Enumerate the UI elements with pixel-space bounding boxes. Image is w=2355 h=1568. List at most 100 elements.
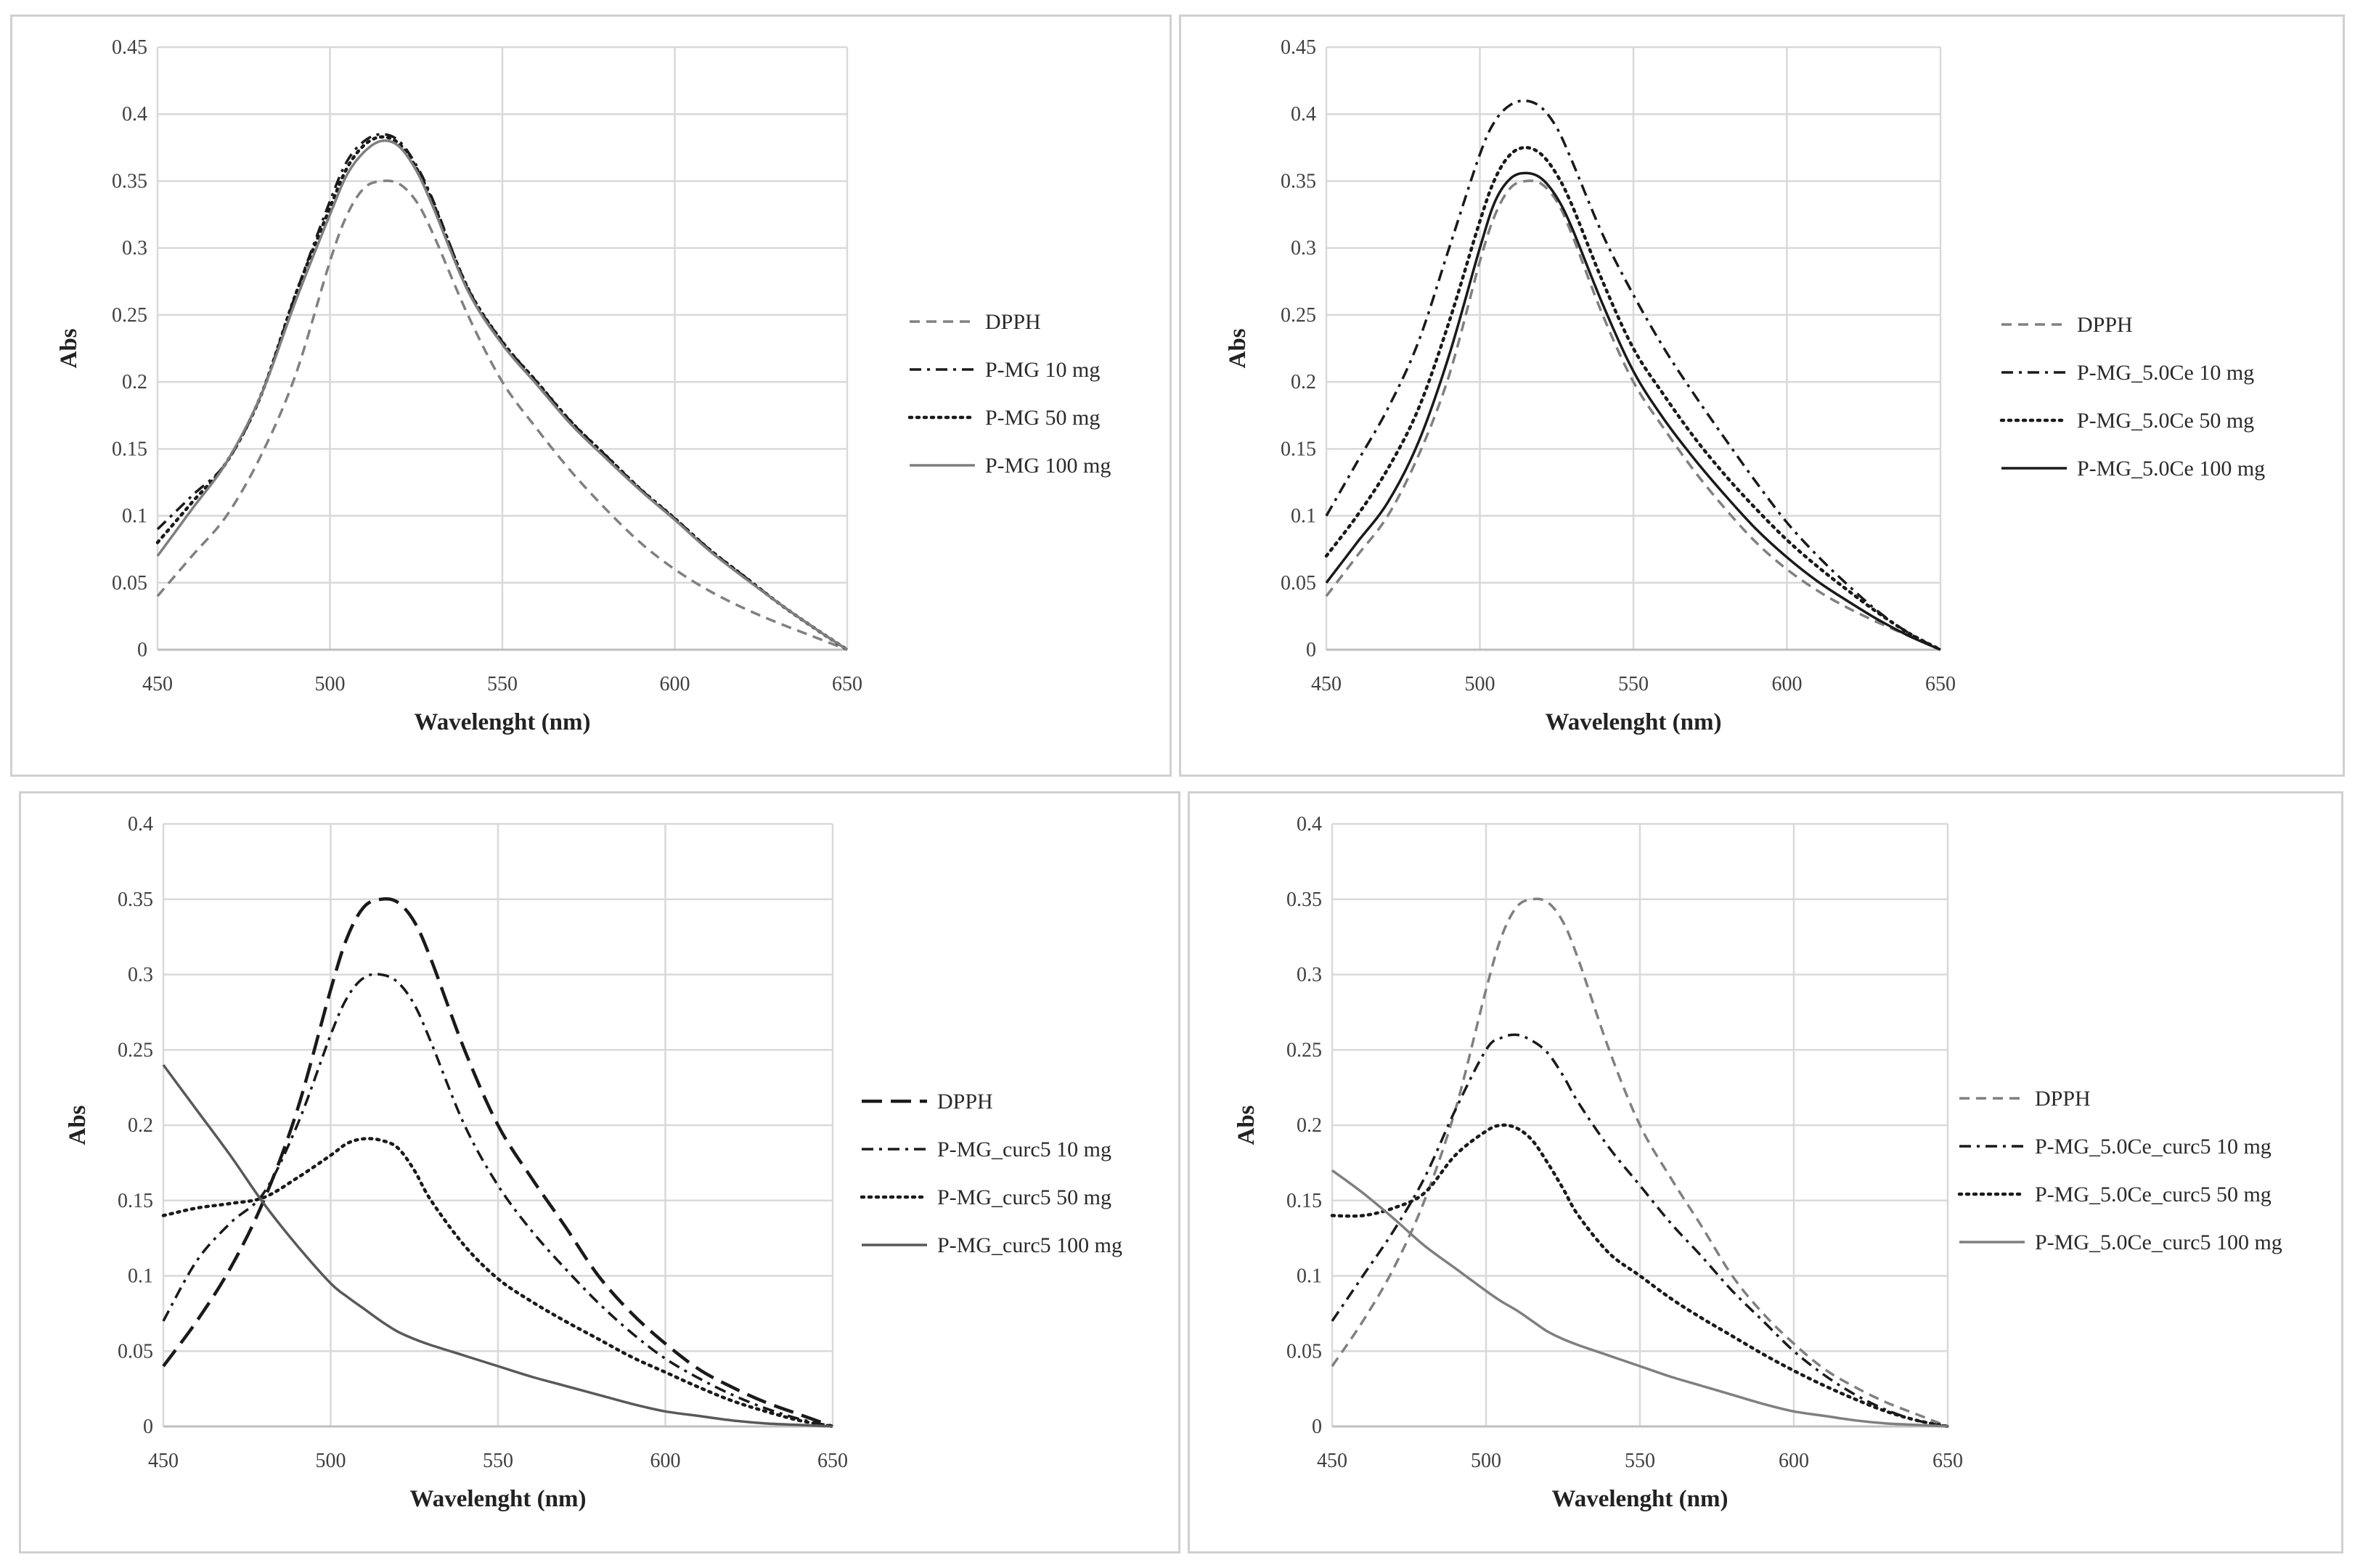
y-tick-label: 0 bbox=[143, 1416, 153, 1438]
y-tick-label: 0.35 bbox=[112, 170, 147, 192]
chart-p-mg-5ce-curc5: 0 0.05 0.1 0.15 0.2 0.25 0.3 0.35 0.4 450 500 550 60… bbox=[1233, 813, 2282, 1512]
chart-panel-p-mg: 0 0.05 0.1 0.15 0.2 0.25 0.3 0.35 0.4 0.45 450 500 5… bbox=[10, 15, 1172, 777]
chart-panel-p-mg-curc5: 0 0.05 0.1 0.15 0.2 0.25 0.3 0.35 0.4 450 500 550 60… bbox=[19, 791, 1180, 1553]
y-tick-label: 0.35 bbox=[118, 889, 153, 911]
y-tick-label: 0.05 bbox=[112, 572, 147, 595]
legend-label-3: P-MG_5.0Ce_curc5 50 mg bbox=[2035, 1183, 2272, 1206]
y-tick-label: 0.45 bbox=[112, 36, 147, 59]
series-line-4 bbox=[162, 1063, 833, 1428]
x-tick-label: 650 bbox=[832, 673, 862, 695]
x-tick-label: 500 bbox=[316, 1450, 346, 1472]
y-tick-label: 0.3 bbox=[128, 964, 153, 987]
y-tick-label: 0.2 bbox=[1291, 371, 1316, 393]
legend-label-4: P-MG_5.0Ce_curc5 100 mg bbox=[2035, 1230, 2282, 1254]
legend-label-2: P-MG_curc5 10 mg bbox=[937, 1138, 1111, 1161]
series-line-3 bbox=[1324, 146, 1943, 652]
series-line-4 bbox=[1325, 171, 1941, 651]
y-tick-label: 0.2 bbox=[122, 371, 147, 393]
gridlines bbox=[162, 822, 834, 1428]
x-axis-title: Wavelenght (nm) bbox=[415, 709, 591, 735]
legend-label-4: P-MG 100 mg bbox=[985, 454, 1111, 478]
legend-label-4: P-MG_5.0Ce 100 mg bbox=[2077, 457, 2265, 481]
x-tick-label: 600 bbox=[650, 1450, 681, 1472]
y-tick-label: 0.15 bbox=[112, 438, 147, 460]
y-tick-label: 0.1 bbox=[1291, 505, 1316, 528]
x-axis-title: Wavelenght (nm) bbox=[1552, 1486, 1729, 1512]
legend-label-1: DPPH bbox=[2035, 1087, 2091, 1111]
y-axis-title: Abs bbox=[1225, 328, 1251, 368]
y-tick-label: 0.3 bbox=[1297, 964, 1322, 987]
y-tick-label: 0 bbox=[1312, 1416, 1322, 1438]
legend-label-3: P-MG_5.0Ce 50 mg bbox=[2077, 409, 2254, 433]
x-tick-label: 550 bbox=[483, 1450, 513, 1472]
y-tick-label: 0.4 bbox=[1297, 813, 1322, 836]
y-tick-label: 0.25 bbox=[112, 304, 147, 327]
x-tick-label: 450 bbox=[1311, 673, 1342, 695]
series-line-3 bbox=[161, 1137, 835, 1429]
y-tick-label: 0.45 bbox=[1281, 36, 1316, 59]
y-tick-label: 0.05 bbox=[1281, 572, 1316, 595]
legend-label-2: P-MG 10 mg bbox=[985, 358, 1100, 382]
x-tick-label: 600 bbox=[660, 673, 690, 695]
x-axis-title: Wavelenght (nm) bbox=[1546, 709, 1722, 735]
series-line-1 bbox=[1325, 179, 1941, 651]
y-tick-label: 0.15 bbox=[118, 1190, 153, 1212]
y-tick-label: 0.05 bbox=[118, 1340, 153, 1363]
y-tick-label: 0.1 bbox=[128, 1265, 153, 1288]
y-tick-label: 0 bbox=[1306, 639, 1316, 661]
x-tick-label: 600 bbox=[1779, 1450, 1809, 1472]
y-axis-title: Abs bbox=[65, 1105, 91, 1145]
legend-label-3: P-MG_curc5 50 mg bbox=[937, 1185, 1111, 1209]
y-tick-label: 0.4 bbox=[122, 103, 147, 126]
x-tick-label: 450 bbox=[142, 673, 173, 695]
series-line-1 bbox=[1331, 897, 1948, 1428]
y-tick-label: 0.4 bbox=[128, 813, 153, 836]
legend-label-2: P-MG_5.0Ce_curc5 10 mg bbox=[2035, 1135, 2272, 1159]
chart-panel-p-mg-5ce: 0 0.05 0.1 0.15 0.2 0.25 0.3 0.35 0.4 0.45 450 500 5… bbox=[1179, 15, 2345, 777]
chart-p-mg-curc5: 0 0.05 0.1 0.15 0.2 0.25 0.3 0.35 0.4 450 500 550 60… bbox=[65, 813, 1122, 1512]
y-tick-label: 0.25 bbox=[1286, 1039, 1322, 1061]
x-tick-label: 550 bbox=[1625, 1450, 1655, 1472]
y-tick-label: 0.35 bbox=[1281, 170, 1316, 192]
y-tick-label: 0.35 bbox=[1286, 889, 1322, 911]
y-tick-label: 0.3 bbox=[122, 237, 147, 260]
y-tick-label: 0.4 bbox=[1291, 103, 1316, 126]
x-tick-label: 550 bbox=[487, 673, 518, 695]
x-tick-label: 650 bbox=[1925, 673, 1956, 695]
legend-label-2: P-MG_5.0Ce 10 mg bbox=[2077, 361, 2254, 385]
y-tick-label: 0.2 bbox=[128, 1114, 153, 1137]
gridlines bbox=[156, 46, 849, 651]
series-line-4 bbox=[1331, 1169, 1948, 1428]
legend-label-3: P-MG 50 mg bbox=[985, 406, 1100, 430]
y-tick-label: 0.25 bbox=[118, 1039, 153, 1061]
x-axis-title: Wavelenght (nm) bbox=[410, 1486, 587, 1512]
y-tick-label: 0.15 bbox=[1281, 438, 1316, 460]
y-tick-label: 0.25 bbox=[1281, 304, 1316, 327]
chart-p-mg: 0 0.05 0.1 0.15 0.2 0.25 0.3 0.35 0.4 0.45 450 500 5… bbox=[56, 36, 1111, 735]
x-tick-label: 650 bbox=[1932, 1450, 1963, 1472]
series-line-2 bbox=[162, 973, 833, 1428]
series-line-1 bbox=[162, 897, 833, 1429]
x-tick-label: 650 bbox=[817, 1450, 848, 1472]
x-tick-label: 500 bbox=[1465, 673, 1495, 695]
x-tick-label: 600 bbox=[1772, 673, 1803, 695]
x-tick-label: 450 bbox=[148, 1450, 179, 1472]
x-tick-label: 450 bbox=[1317, 1450, 1347, 1472]
legend-label-1: DPPH bbox=[985, 310, 1041, 334]
legend-label-4: P-MG_curc5 100 mg bbox=[937, 1233, 1122, 1257]
x-tick-label: 500 bbox=[1471, 1450, 1501, 1472]
y-tick-label: 0.1 bbox=[122, 505, 147, 528]
y-tick-label: 0.2 bbox=[1297, 1114, 1322, 1137]
y-axis-title: Abs bbox=[1233, 1105, 1260, 1145]
legend-label-1: DPPH bbox=[2077, 313, 2133, 337]
y-tick-label: 0.15 bbox=[1286, 1190, 1322, 1212]
series-line-2 bbox=[1331, 1033, 1948, 1428]
series-line-3 bbox=[1330, 1123, 1950, 1429]
y-axis-title: Abs bbox=[56, 328, 82, 368]
y-tick-label: 0.1 bbox=[1297, 1265, 1322, 1288]
chart-panel-p-mg-5ce-curc5: 0 0.05 0.1 0.15 0.2 0.25 0.3 0.35 0.4 450 500 550 60… bbox=[1188, 791, 2343, 1553]
legend-label-1: DPPH bbox=[937, 1090, 993, 1114]
x-tick-label: 550 bbox=[1618, 673, 1649, 695]
y-tick-label: 0.3 bbox=[1291, 237, 1316, 260]
y-tick-label: 0 bbox=[137, 639, 147, 661]
